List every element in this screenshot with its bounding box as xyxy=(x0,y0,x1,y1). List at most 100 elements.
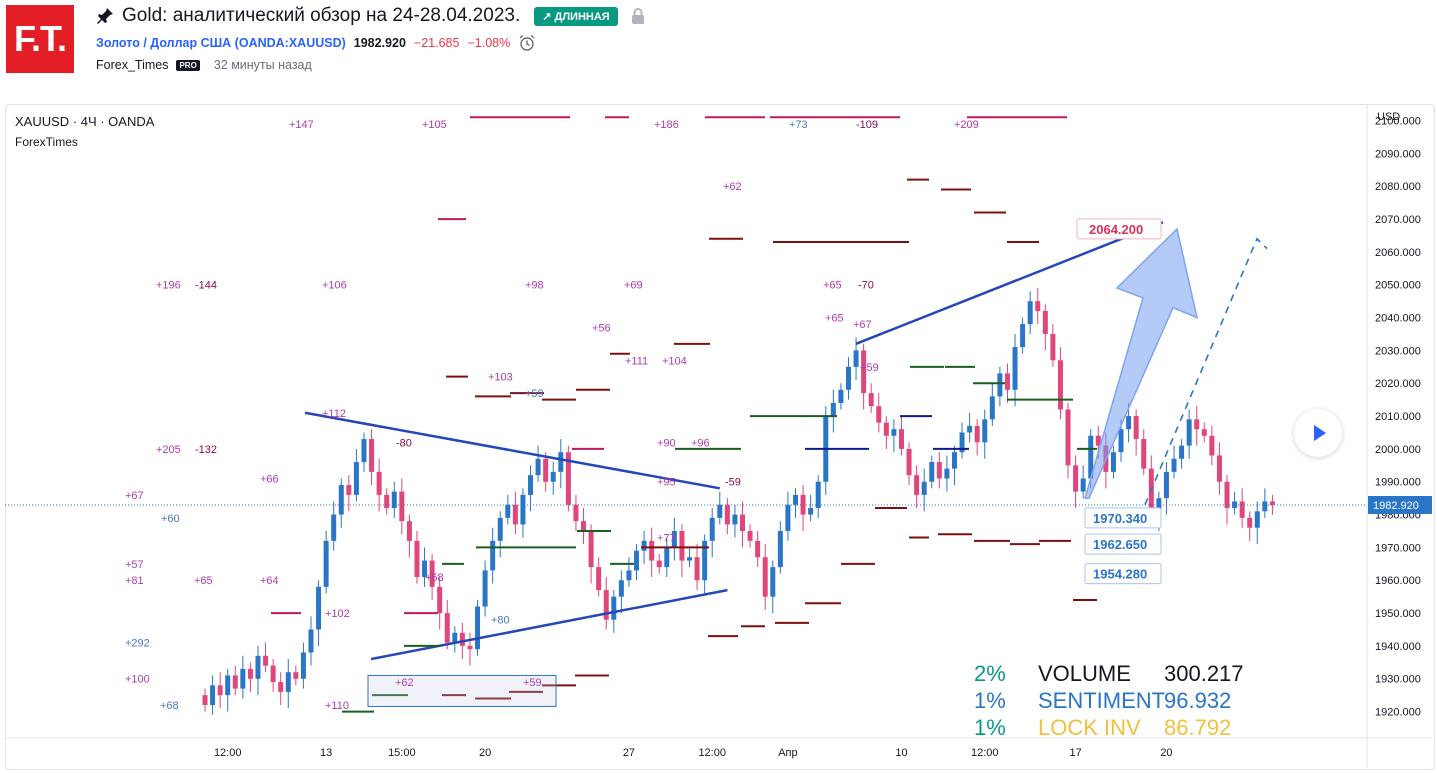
candle-body xyxy=(263,655,269,666)
pin-icon xyxy=(97,8,113,24)
candle-body xyxy=(482,570,488,607)
current-price-tag xyxy=(1368,495,1432,514)
play-icon xyxy=(1314,425,1326,441)
candle-body xyxy=(671,530,677,548)
symbol-link[interactable]: Золото / Доллар США (OANDA:XAUUSD) xyxy=(96,36,346,50)
candle-body xyxy=(399,491,405,522)
x-tick-label: 15:00 xyxy=(388,747,416,759)
candle-body xyxy=(921,481,927,495)
score-label: +147 xyxy=(289,119,314,131)
score-label: +205 xyxy=(156,444,181,456)
candle-body xyxy=(247,668,253,679)
y-tick-label: 2000.000 xyxy=(1375,444,1421,456)
author-name[interactable]: Forex_Times xyxy=(96,58,169,72)
score-label: +59 xyxy=(525,388,544,400)
play-button[interactable] xyxy=(1294,409,1342,457)
candle-body xyxy=(634,550,640,571)
candle-body xyxy=(1118,429,1124,453)
candle-body xyxy=(694,557,700,581)
alarm-clock-icon[interactable] xyxy=(518,34,536,52)
x-tick-label: 12:00 xyxy=(971,747,999,759)
candle-body xyxy=(1050,333,1056,361)
score-label: +65 xyxy=(194,575,213,587)
score-label: +60 xyxy=(161,513,180,525)
candle-body xyxy=(845,366,851,390)
post-header: F.T. Gold: аналитический обзор на 24-28.… xyxy=(0,0,1437,100)
candle-body xyxy=(1224,481,1230,509)
candle-body xyxy=(300,652,306,679)
candle-body xyxy=(1186,419,1192,446)
candle-body xyxy=(316,586,322,630)
y-tick-label: 2060.000 xyxy=(1375,247,1421,259)
candle-body xyxy=(876,406,882,423)
candle-body xyxy=(528,475,534,495)
score-label: +56 xyxy=(592,322,611,334)
author-logo[interactable]: F.T. xyxy=(6,5,74,73)
y-tick-label: 1920.000 xyxy=(1375,707,1421,719)
candle-body xyxy=(762,557,768,597)
candle-body xyxy=(830,402,836,417)
stats-panel: 2% VOLUME 300.217 1% SENTIMENT 96.932 1%… xyxy=(974,660,1264,741)
candle-body xyxy=(565,452,571,505)
pro-badge: PRO xyxy=(176,59,200,71)
candle-body xyxy=(626,570,632,581)
candle-body xyxy=(1201,429,1207,436)
candle-body xyxy=(618,580,624,597)
candle-body xyxy=(815,481,821,509)
score-label: +106 xyxy=(322,280,347,292)
target-label: 2064.200 xyxy=(1089,222,1143,237)
score-label: +111 xyxy=(625,355,648,367)
score-label: +103 xyxy=(488,372,513,384)
stat-label: SENTIMENT xyxy=(1038,688,1166,713)
candle-body xyxy=(649,540,655,561)
candle-body xyxy=(210,685,216,706)
candle-body xyxy=(467,645,473,650)
candle-body xyxy=(1133,416,1139,440)
candle-body xyxy=(232,675,238,689)
symbol-change-pct: −1.08% xyxy=(467,36,511,50)
candle-body xyxy=(573,504,579,522)
candle-body xyxy=(217,685,223,696)
score-label: -144 xyxy=(195,280,217,292)
stat-pct: 1% xyxy=(974,715,1006,740)
candle-body xyxy=(437,586,443,614)
y-tick-label: 2070.000 xyxy=(1375,214,1421,226)
candle-body xyxy=(868,393,874,407)
candle-body xyxy=(959,432,965,453)
candle-body xyxy=(747,530,753,541)
stat-value: 96.932 xyxy=(1164,688,1232,713)
candle-body xyxy=(891,429,897,436)
candle-body xyxy=(1179,445,1185,459)
candle-body xyxy=(270,665,276,683)
y-tick-label: 2030.000 xyxy=(1375,345,1421,357)
candle-body xyxy=(588,530,594,568)
chart-frame xyxy=(5,104,1435,770)
y-tick-label: 1990.000 xyxy=(1375,477,1421,489)
stat-row-volume: 2% VOLUME 300.217 xyxy=(974,660,1264,687)
score-label: +67 xyxy=(125,490,144,502)
candle-body xyxy=(1126,416,1132,430)
x-tick-label: 10 xyxy=(895,747,907,759)
candle-body xyxy=(1073,465,1079,492)
candle-body xyxy=(490,540,496,571)
candle-body xyxy=(929,462,935,482)
candle-body xyxy=(1004,373,1010,390)
price-box xyxy=(1084,533,1162,555)
candle-body xyxy=(936,462,942,479)
candle-body xyxy=(641,540,647,551)
candle-body xyxy=(225,675,231,696)
candle-body xyxy=(596,567,602,591)
score-label: +66 xyxy=(260,473,279,485)
candle-body xyxy=(543,458,549,482)
candle-body xyxy=(1057,360,1063,410)
candle-body xyxy=(1088,435,1094,479)
stat-pct: 1% xyxy=(974,688,1006,713)
candle-body xyxy=(422,560,428,577)
candle-body xyxy=(997,373,1003,397)
candle-body xyxy=(770,567,776,597)
candle-body xyxy=(369,439,375,472)
candle-body xyxy=(1163,471,1169,499)
score-label: +292 xyxy=(125,638,150,650)
y-tick-label: 1940.000 xyxy=(1375,641,1421,653)
